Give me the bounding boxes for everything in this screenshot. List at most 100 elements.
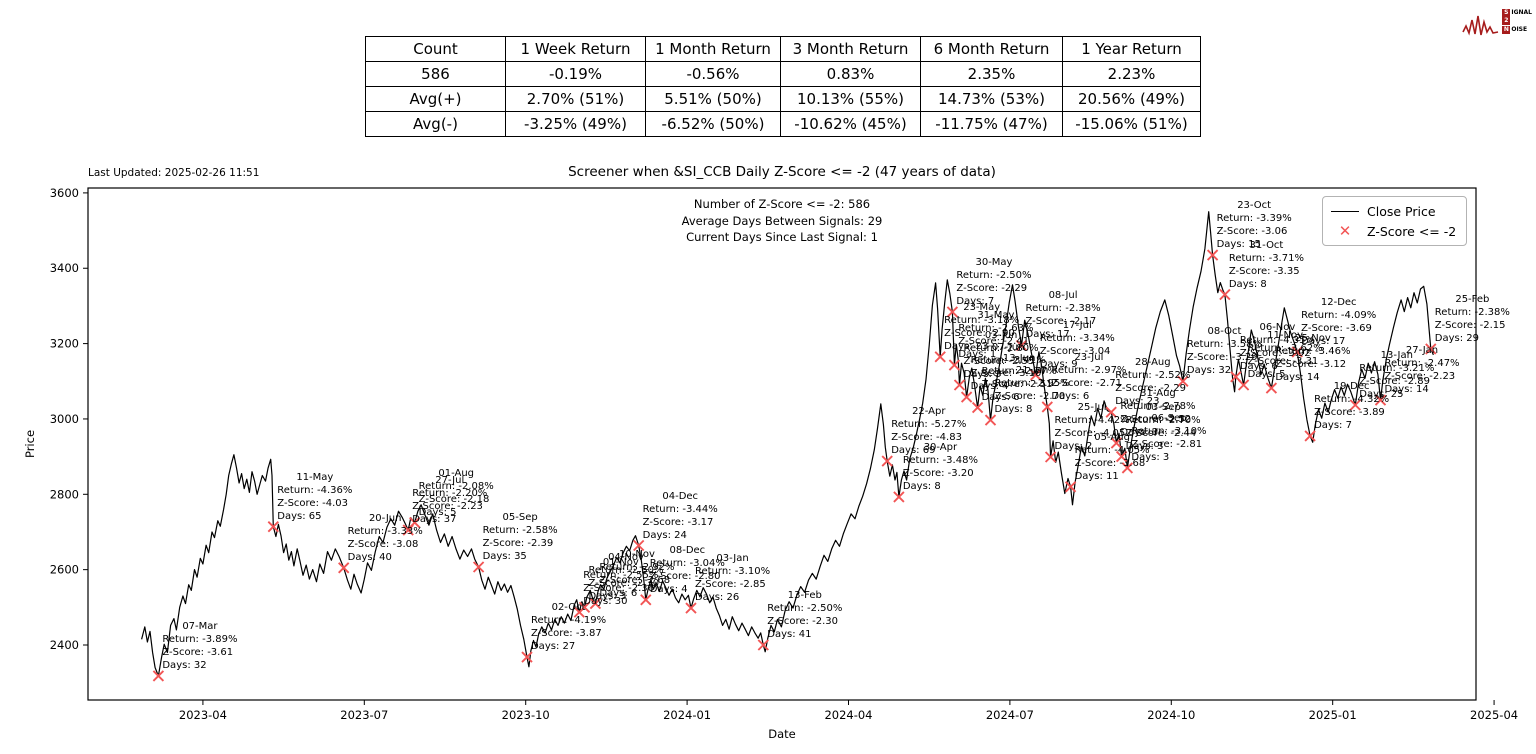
signal-marker	[757, 639, 769, 651]
signal-marker	[1030, 369, 1042, 381]
signal-marker	[589, 597, 602, 610]
signal-marker	[640, 594, 652, 606]
signal-marker	[1105, 406, 1117, 418]
close-price-line-swatch	[1331, 210, 1359, 212]
signal-marker	[960, 391, 973, 403]
logo-word: IGNAL	[1511, 9, 1532, 16]
legend-zscore-label: Z-Score <= -2	[1367, 223, 1457, 239]
signal-marker	[948, 359, 961, 371]
table-header-cell: 6 Month Return	[920, 36, 1063, 62]
table-cell: 2.35%	[920, 61, 1063, 87]
logo-letter-box: 2	[1502, 17, 1511, 25]
table-cell: -6.52% (50%)	[645, 111, 781, 137]
close-price-line	[141, 211, 1434, 677]
chart-title: Screener when &SI_CCB Daily Z-Score <= -…	[568, 164, 996, 180]
x-tick-label: 2024-07	[986, 708, 1034, 722]
signal-marker	[521, 651, 533, 663]
signal-marker	[934, 351, 946, 363]
signal-marker	[1304, 430, 1316, 442]
stat-signal-count: Number of Z-Score <= -2: 586	[693, 197, 871, 211]
waveform-icon	[1462, 15, 1499, 36]
signal-marker	[1237, 379, 1250, 391]
y-tick-label: 2400	[50, 638, 79, 652]
x-tick-label: 2023-04	[179, 708, 227, 722]
signal-marker	[893, 491, 905, 503]
table-cell: 5.51% (50%)	[645, 86, 781, 112]
table-header-cell: Count	[365, 36, 506, 62]
signal-marker	[1291, 346, 1303, 358]
zscore-x-marker-icon: ✕	[1338, 222, 1352, 240]
stat-days-since: Current Days Since Last Signal: 1	[686, 230, 878, 244]
signal-marker	[578, 601, 591, 613]
table-cell: -0.19%	[505, 61, 646, 87]
y-tick-label: 3200	[50, 337, 79, 351]
returns-stats-table: Count 1 Week Return 1 Month Return 3 Month …	[365, 36, 1201, 137]
signal-marker	[1041, 401, 1053, 413]
signal-marker	[971, 401, 984, 414]
y-tick-label: 3400	[50, 261, 79, 275]
table-cell: Avg(+)	[365, 86, 506, 112]
table-cell: -15.06% (51%)	[1062, 111, 1201, 137]
signal-marker	[1121, 462, 1134, 474]
table-cell: 0.83%	[780, 61, 921, 87]
table-cell: -0.56%	[645, 61, 781, 87]
signal-marker	[953, 379, 966, 391]
legend-item-zscore: ✕ Z-Score <= -2	[1331, 221, 1457, 241]
signal-marker	[1015, 339, 1028, 352]
signal-marker	[1349, 399, 1361, 411]
signal-marker	[1110, 437, 1123, 449]
x-tick-label: 2024-01	[663, 708, 711, 722]
table-cell: 20.56% (49%)	[1062, 86, 1201, 112]
signal-marker	[1044, 451, 1057, 463]
table-row: 586 -0.19% -0.56% 0.83% 2.35% 2.23%	[365, 61, 1201, 87]
table-cell: 10.13% (55%)	[780, 86, 921, 112]
signal-marker	[338, 562, 350, 574]
plot-border	[87, 187, 1477, 701]
logo-letter-box: S	[1502, 8, 1511, 17]
table-header-cell: 3 Month Return	[780, 36, 921, 62]
logo-word: OISE	[1511, 26, 1528, 33]
signal-marker	[267, 521, 279, 533]
chart-legend: Close Price ✕ Z-Score <= -2	[1322, 196, 1468, 246]
stat-avg-days: Average Days Between Signals: 29	[681, 213, 883, 228]
table-cell: -10.62% (45%)	[780, 111, 921, 137]
logo-text-row: 2	[1502, 17, 1532, 25]
signal-marker	[1219, 288, 1231, 301]
logo-letter-box: N	[1502, 25, 1511, 34]
signal-marker	[1374, 394, 1387, 406]
signal-marker	[1115, 450, 1128, 463]
y-tick-label: 3600	[50, 186, 79, 200]
signal-marker	[984, 414, 997, 426]
logo-text-row: S IGNAL	[1502, 8, 1532, 17]
x-tick-label: 2023-10	[502, 708, 550, 722]
signal-marker	[409, 516, 421, 529]
y-tick-label: 2800	[50, 487, 79, 501]
table-cell: -3.25% (49%)	[505, 111, 646, 137]
last-updated-label: Last Updated: 2025-02-26 11:51	[88, 167, 260, 179]
signal-marker	[1265, 382, 1278, 394]
table-header-cell: 1 Year Return	[1062, 36, 1201, 62]
table-cell: 2.70% (51%)	[505, 86, 646, 112]
table-cell: -11.75% (47%)	[920, 111, 1063, 137]
y-tick-label: 2600	[50, 563, 79, 577]
x-tick-label: 2023-07	[340, 708, 388, 722]
signal2noise-logo: S IGNAL 2 N OISE	[1462, 6, 1532, 42]
signal-marker	[1206, 249, 1219, 261]
signal-marker	[152, 670, 165, 682]
table-row: Avg(-) -3.25% (49%) -6.52% (50%) -10.62% (4…	[365, 111, 1201, 137]
signal-marker	[685, 602, 697, 614]
signal-marker	[1064, 481, 1077, 493]
x-tick-label: 2024-04	[824, 708, 872, 722]
logo-text-row: N OISE	[1502, 25, 1532, 34]
signal-marker	[633, 539, 645, 552]
x-tick-label: 2025-04	[1470, 708, 1518, 722]
table-row: Avg(+) 2.70% (51%) 5.51% (50%) 10.13% (55%)…	[365, 86, 1201, 112]
table-row: Count 1 Week Return 1 Month Return 3 Month …	[365, 36, 1201, 62]
signal-marker	[1425, 343, 1437, 355]
y-tick-label: 3000	[50, 412, 79, 426]
x-axis-label: Date	[768, 727, 796, 741]
table-cell: 586	[365, 61, 506, 87]
signal-marker	[1177, 375, 1189, 387]
signal-marker	[881, 455, 893, 467]
